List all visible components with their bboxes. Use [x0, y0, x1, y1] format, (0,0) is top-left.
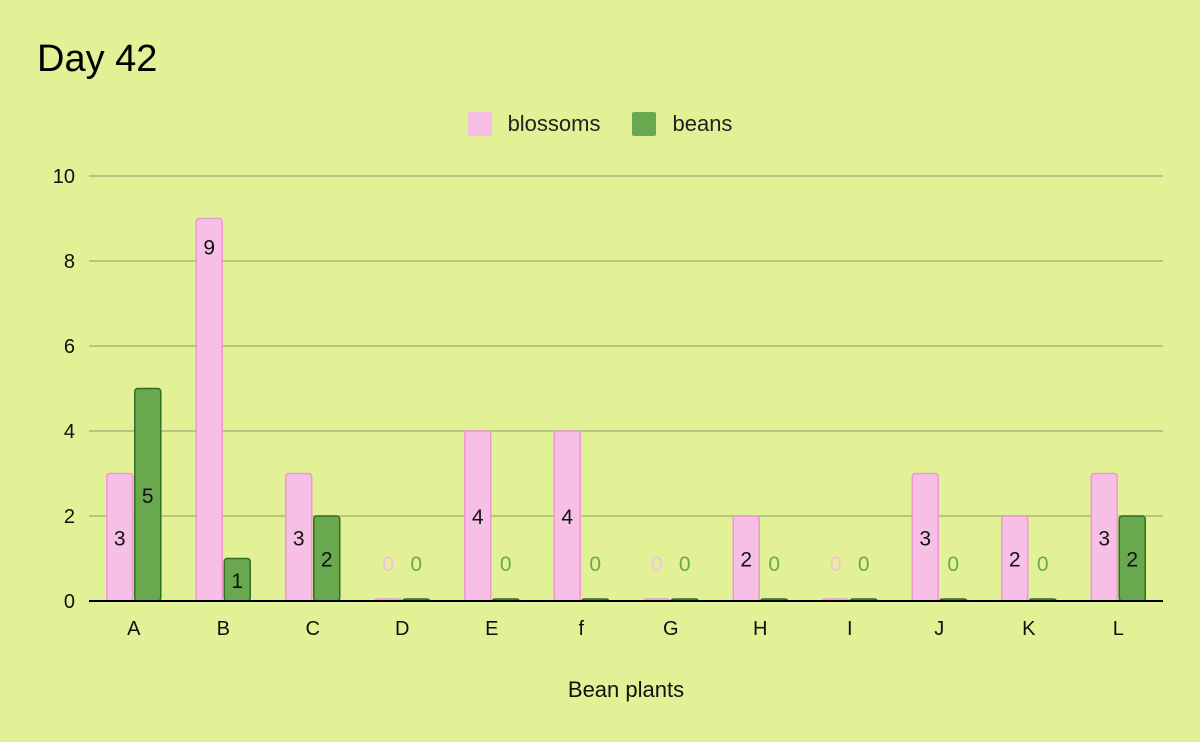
- data-label-blossoms-D: 0: [382, 553, 394, 576]
- data-label-blossoms-f: 4: [561, 506, 573, 529]
- data-label-blossoms-H: 2: [740, 549, 752, 572]
- data-label-blossoms-C: 3: [293, 527, 305, 550]
- legend-swatch-blossoms: [467, 112, 492, 136]
- data-label-blossoms-G: 0: [651, 553, 663, 576]
- data-label-blossoms-I: 0: [830, 553, 842, 576]
- data-label-beans-G: 0: [679, 553, 691, 576]
- legend-label-beans: beans: [672, 111, 733, 136]
- data-label-beans-B: 1: [231, 570, 243, 593]
- data-label-beans-D: 0: [410, 553, 422, 576]
- bar-blossoms-B: [195, 217, 223, 602]
- x-tick-label-B: B: [217, 618, 230, 640]
- y-tick-label-6: 6: [64, 336, 75, 358]
- x-tick-label-E: E: [485, 618, 498, 640]
- x-tick-label-H: H: [753, 618, 767, 640]
- data-label-beans-A: 5: [142, 485, 154, 508]
- data-label-blossoms-E: 4: [472, 506, 484, 529]
- data-label-beans-L: 2: [1126, 549, 1138, 572]
- x-tick-label-K: K: [1022, 618, 1036, 640]
- data-label-blossoms-L: 3: [1098, 527, 1110, 550]
- x-tick-label-G: G: [663, 618, 679, 640]
- chart-legend: blossoms beans: [0, 111, 1200, 137]
- x-tick-label-J: J: [934, 618, 944, 640]
- data-label-beans-K: 0: [1037, 553, 1049, 576]
- legend-item-beans: beans: [632, 111, 732, 137]
- y-tick-label-8: 8: [64, 251, 75, 273]
- data-label-beans-J: 0: [947, 553, 959, 576]
- x-tick-label-D: D: [395, 618, 409, 640]
- data-label-beans-f: 0: [589, 553, 601, 576]
- legend-label-blossoms: blossoms: [507, 111, 601, 136]
- data-label-beans-C: 2: [321, 549, 333, 572]
- y-tick-label-0: 0: [64, 591, 75, 613]
- data-label-beans-E: 0: [500, 553, 512, 576]
- chart-title: Day 42: [37, 38, 158, 80]
- x-tick-label-A: A: [127, 618, 141, 640]
- x-tick-label-I: I: [847, 618, 853, 640]
- x-tick-label-L: L: [1113, 618, 1124, 640]
- y-tick-label-2: 2: [64, 506, 75, 528]
- y-tick-label-10: 10: [53, 166, 75, 188]
- x-tick-label-C: C: [306, 618, 320, 640]
- x-axis-title: Bean plants: [567, 677, 685, 702]
- legend-item-blossoms: blossoms: [467, 111, 601, 137]
- y-tick-label-4: 4: [64, 421, 75, 443]
- data-label-blossoms-K: 2: [1009, 549, 1021, 572]
- data-label-blossoms-B: 9: [203, 237, 215, 260]
- x-tick-label-f: f: [578, 618, 584, 640]
- data-label-blossoms-J: 3: [919, 527, 931, 550]
- data-label-beans-H: 0: [768, 553, 780, 576]
- data-label-beans-I: 0: [858, 553, 870, 576]
- legend-swatch-beans: [632, 112, 657, 136]
- data-label-blossoms-A: 3: [114, 527, 126, 550]
